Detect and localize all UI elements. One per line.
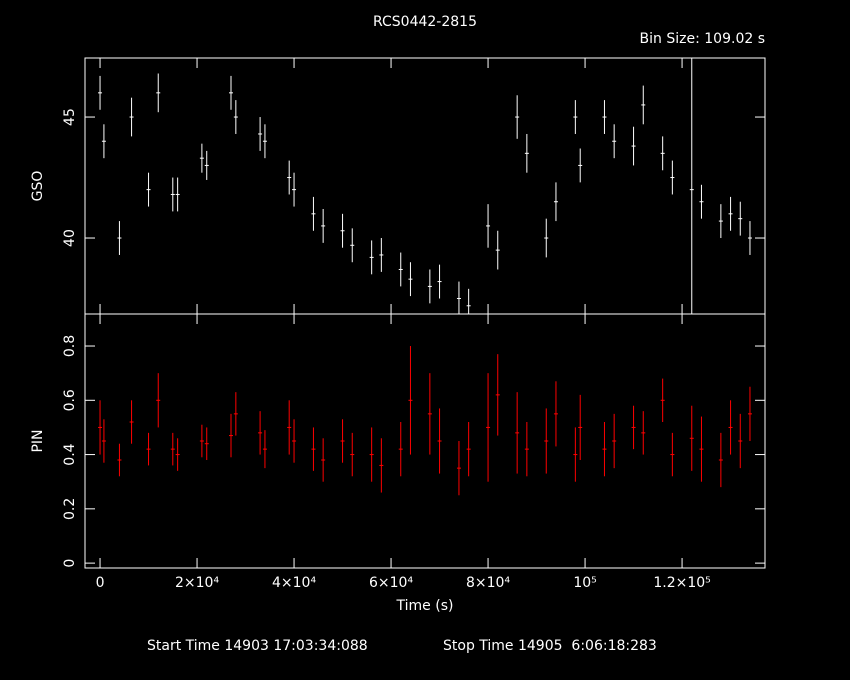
x-tick-label: 2×10⁴ [175, 575, 219, 591]
x-tick-label: 6×10⁴ [369, 575, 413, 591]
y-tick-label: 0.2 [62, 498, 78, 520]
y-tick-label: 0.8 [62, 335, 78, 357]
chart-title: RCS0442-2815 [373, 14, 477, 30]
start-time: Start Time 14903 17:03:34:088 [147, 638, 368, 654]
y-axis-label: PIN [30, 429, 46, 452]
x-tick-label: 10⁵ [573, 575, 596, 591]
x-axis-label: Time (s) [396, 598, 454, 614]
y-tick-label: 40 [62, 229, 78, 247]
x-tick-label: 1.2×10⁵ [653, 575, 710, 591]
y-axis-label: GSO [30, 171, 46, 202]
y-tick-label: 0.4 [62, 443, 78, 465]
panel-frame [84, 313, 766, 569]
bin-size: Bin Size: 109.02 s [640, 31, 765, 47]
x-tick-label: 0 [96, 575, 105, 591]
x-tick-label: 8×10⁴ [466, 575, 510, 591]
x-tick-label: 4×10⁴ [272, 575, 316, 591]
stop-time: Stop Time 14905 6:06:18:283 [443, 638, 657, 654]
y-tick-label: 0.6 [62, 389, 78, 411]
y-tick-label: 45 [62, 108, 78, 126]
panel-frame [84, 57, 766, 315]
y-tick-label: 0 [62, 559, 78, 568]
